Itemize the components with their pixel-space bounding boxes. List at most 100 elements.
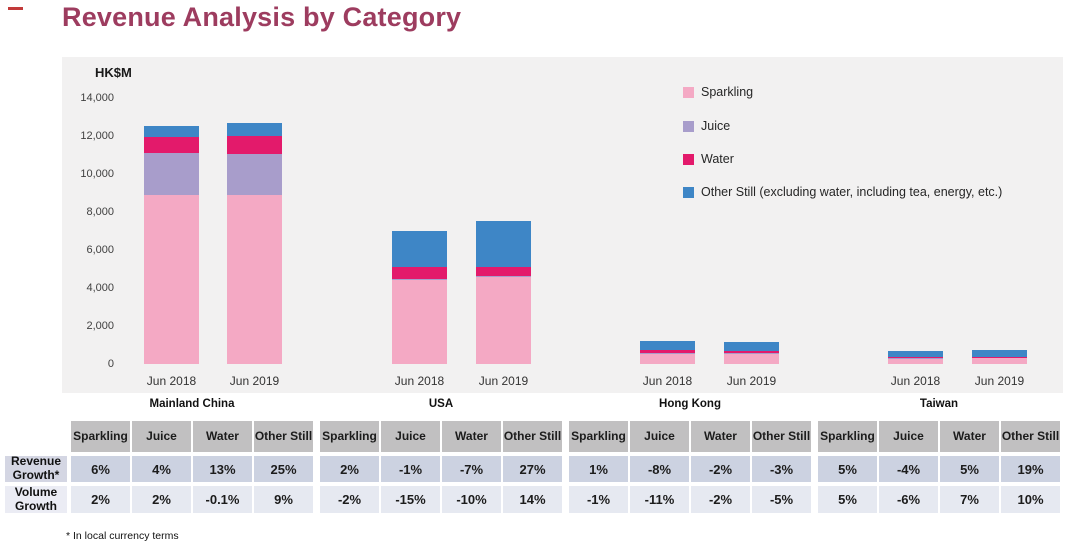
table-column-header-juice: Juice: [132, 421, 191, 452]
table-cell-revenue-growth: 25%: [254, 456, 313, 482]
table-cell-revenue-growth: 13%: [193, 456, 252, 482]
legend-item-sparkling: Sparkling: [683, 85, 753, 99]
table-cell-volume-growth: -15%: [381, 486, 440, 513]
axis-unit-label: HK$M: [95, 65, 132, 80]
y-axis-tick-label: 8,000: [86, 206, 114, 218]
table-row: -1% -11% -2% -5%: [569, 486, 811, 513]
table-cell-revenue-growth: -3%: [752, 456, 811, 482]
bar-mainland-china-jun-2018: [144, 126, 199, 365]
y-axis-tick-label: 10,000: [80, 167, 114, 180]
table-column-header-other-still: Other Still: [254, 421, 313, 452]
growth-table: Revenue Growth* Volume Growth Mainland C…: [5, 398, 1067, 513]
x-axis-label: Jun 2018: [642, 374, 693, 388]
table-column-header-other-still: Other Still: [752, 421, 811, 452]
row-header-revenue-growth: Revenue Growth*: [5, 454, 67, 482]
table-column-header-sparkling: Sparkling: [569, 421, 628, 452]
table-column-header-other-still: Other Still: [503, 421, 562, 452]
legend-item-juice: Juice: [683, 119, 730, 133]
table-cell-revenue-growth: 5%: [818, 456, 877, 482]
table-column-header-juice: Juice: [381, 421, 440, 452]
table-group-mainland-china: Mainland China Sparkling Juice Water Other S…: [71, 398, 313, 513]
table-cell-revenue-growth: -8%: [630, 456, 689, 482]
table-cell-revenue-growth: 1%: [569, 456, 628, 482]
table-column-header-juice: Juice: [630, 421, 689, 452]
bar-segment-sparkling: [227, 194, 282, 365]
bar-segment-water: [476, 267, 531, 276]
bar-segment-juice: [640, 353, 695, 354]
table-group-title: USA: [428, 398, 454, 410]
table-column-header-water: Water: [940, 421, 999, 452]
table-group-title: Taiwan: [919, 398, 959, 410]
bar-segment-juice: [476, 275, 531, 277]
bar-usa-jun-2018: [392, 231, 447, 365]
table-column-header-sparkling: Sparkling: [71, 421, 130, 452]
bar-segment-sparkling: [476, 276, 531, 365]
y-axis-tick-label: 12,000: [80, 129, 114, 142]
table-cell-revenue-growth: 5%: [940, 456, 999, 482]
table-cell-revenue-growth: -1%: [381, 456, 440, 482]
table-cell-volume-growth: -11%: [630, 486, 689, 513]
x-axis-label: Jun 2019: [726, 374, 777, 388]
bar-usa-jun-2019: [476, 221, 531, 365]
table-cell-revenue-growth: -2%: [691, 456, 750, 482]
table-cell-volume-growth: 5%: [818, 486, 877, 513]
slide-accent-dash: [8, 7, 23, 10]
bar-segment-water: [144, 136, 199, 153]
bar-segment-juice: [972, 357, 1027, 359]
table-cell-volume-growth: -2%: [320, 486, 379, 513]
table-column-header-sparkling: Sparkling: [818, 421, 877, 452]
table-cell-revenue-growth: -7%: [442, 456, 501, 482]
bar-segment-water: [640, 350, 695, 354]
table-group-usa: USA Sparkling Juice Water Other Still 2% -1% -7…: [320, 398, 562, 513]
table-row: 5% -6% 7% 10%: [818, 486, 1060, 513]
bar-segment-other-still: [227, 123, 282, 136]
table-group-hong-kong: Hong Kong Sparkling Juice Water Other Still 1…: [569, 398, 811, 513]
table-cell-volume-growth: -5%: [752, 486, 811, 513]
table-row: Sparkling Juice Water Other Still: [818, 421, 1060, 456]
bar-segment-juice: [227, 153, 282, 195]
x-axis-label: Jun 2018: [890, 374, 941, 388]
bar-mainland-china-jun-2019: [227, 123, 282, 365]
table-cell-volume-growth: -1%: [569, 486, 628, 513]
table-cell-revenue-growth: 2%: [320, 456, 379, 482]
bar-segment-other-still: [724, 342, 779, 351]
bar-taiwan-jun-2018: [888, 351, 943, 365]
table-row: 1% -8% -2% -3%: [569, 456, 811, 486]
bar-segment-juice: [144, 152, 199, 195]
legend-swatch-juice: [683, 120, 694, 132]
table-group-title: Mainland China: [149, 398, 235, 410]
x-axis-label: Jun 2019: [478, 374, 529, 388]
bar-segment-sparkling: [144, 194, 199, 365]
bar-segment-other-still: [972, 350, 1027, 357]
bar-segment-sparkling: [724, 354, 779, 365]
table-cell-volume-growth: 7%: [940, 486, 999, 513]
row-header-volume-growth: Volume Growth: [5, 485, 67, 513]
table-column-header-water: Water: [193, 421, 252, 452]
bar-segment-juice: [724, 353, 779, 355]
legend-label: Other Still (excluding water, including …: [701, 185, 1003, 199]
table-cell-revenue-growth: -4%: [879, 456, 938, 482]
table-cell-revenue-growth: 27%: [503, 456, 562, 482]
y-axis-tick-label: 14,000: [80, 91, 114, 104]
legend-swatch-water: [683, 153, 694, 165]
y-axis-tick-label: 2,000: [86, 320, 114, 333]
table-column-header-sparkling: Sparkling: [320, 421, 379, 452]
bar-segment-sparkling: [972, 358, 1027, 365]
table-cell-volume-growth: 10%: [1001, 486, 1060, 513]
table-cell-revenue-growth: 6%: [71, 456, 130, 482]
bar-hong-kong-jun-2018: [640, 341, 695, 365]
x-axis-label: Jun 2019: [229, 374, 280, 388]
table-row: 5% -4% 5% 19%: [818, 456, 1060, 486]
x-axis-label: Jun 2019: [974, 374, 1025, 388]
bar-segment-water: [227, 135, 282, 154]
bar-segment-sparkling: [640, 353, 695, 365]
table-cell-volume-growth: -10%: [442, 486, 501, 513]
table-row-header-column: Revenue Growth* Volume Growth: [5, 398, 67, 513]
table-group-title: Hong Kong: [659, 398, 721, 410]
table-row: Sparkling Juice Water Other Still: [320, 421, 562, 456]
page-title: Revenue Analysis by Category: [62, 2, 462, 32]
table-cell-revenue-growth: 4%: [132, 456, 191, 482]
table-row: 2% 2% -0.1% 9%: [71, 486, 313, 513]
legend-label: Sparkling: [701, 85, 754, 99]
legend-swatch-sparkling: [683, 86, 694, 98]
